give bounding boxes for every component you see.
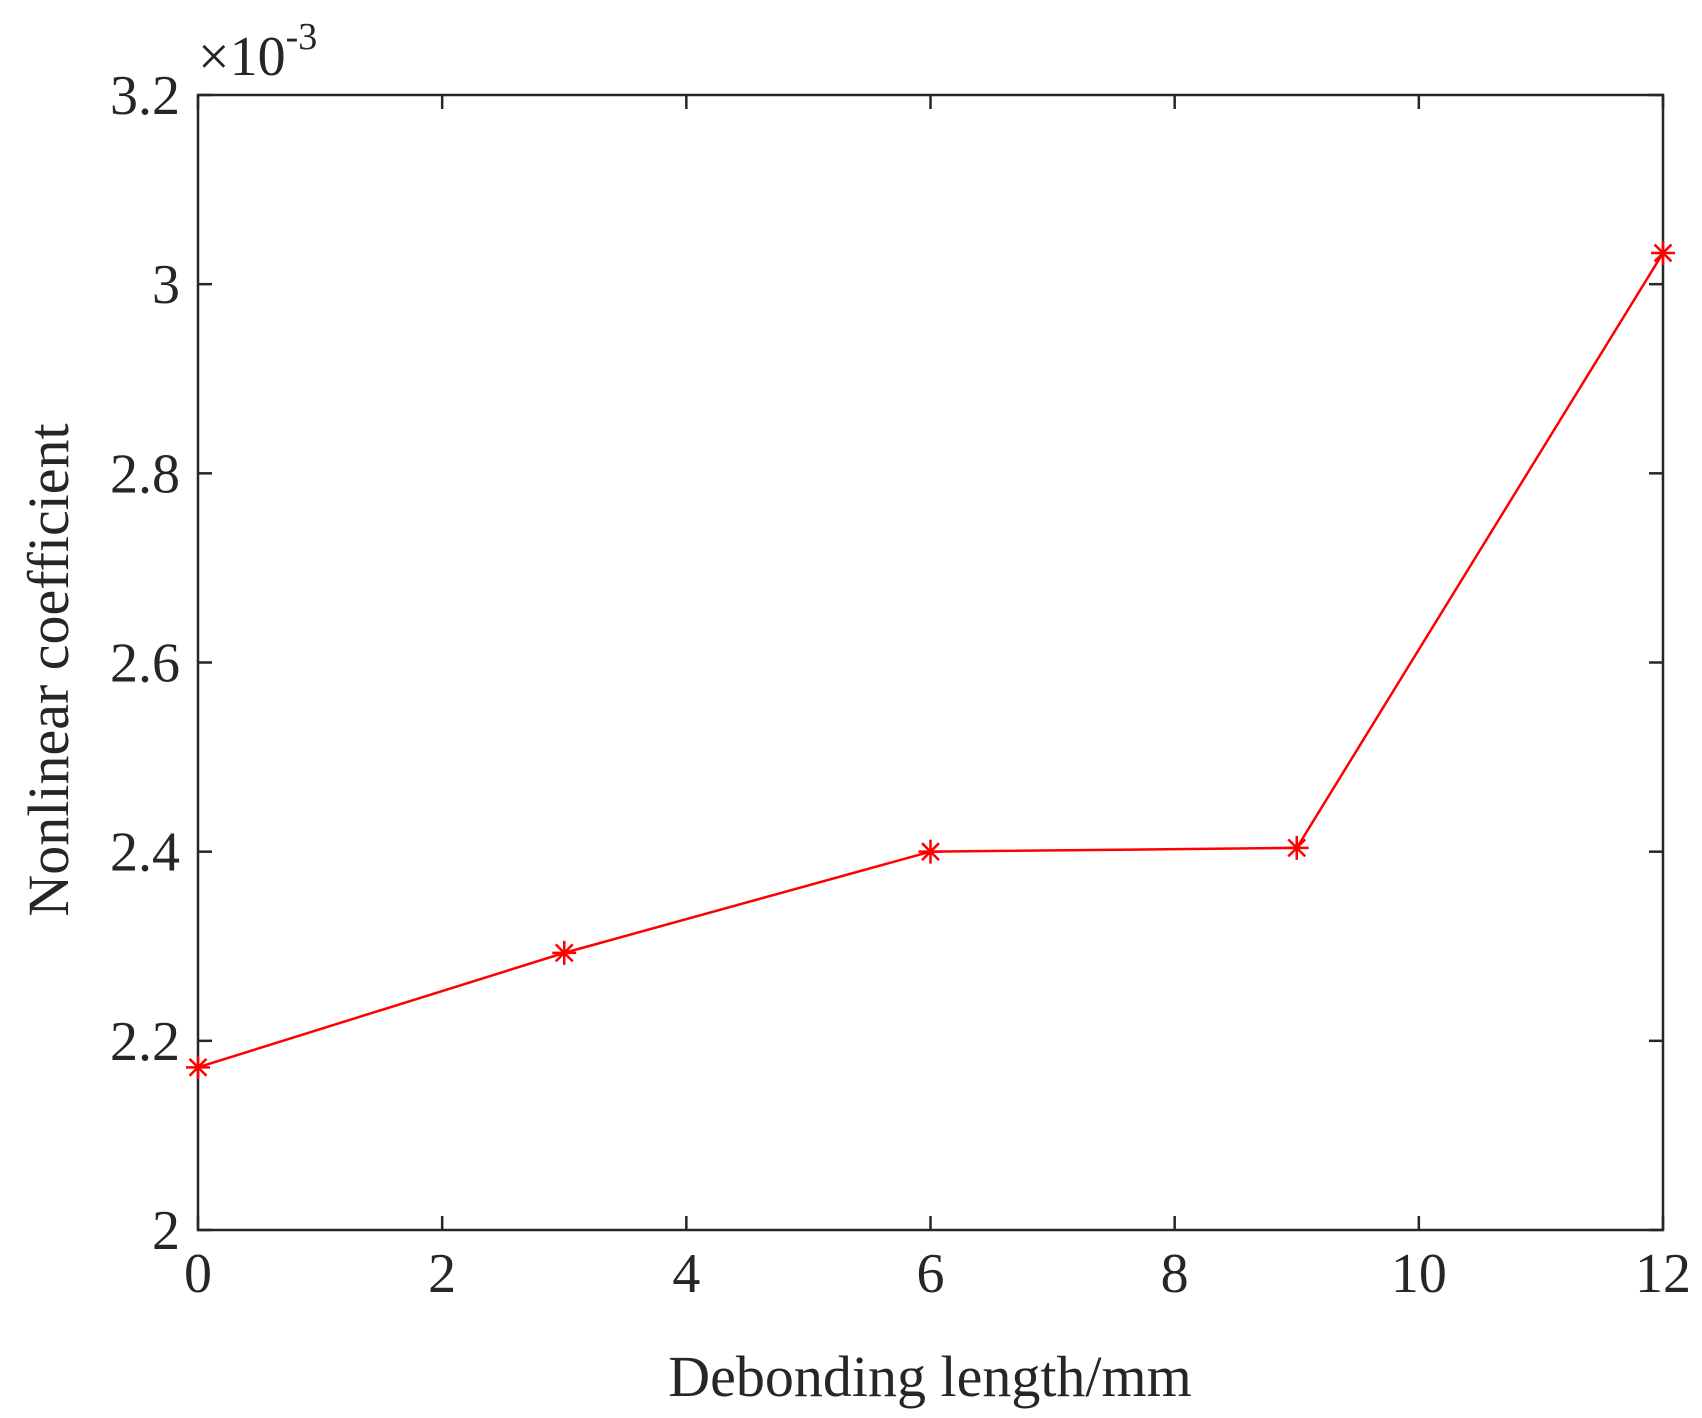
series-line: [197, 252, 1665, 1069]
x-axis-ticks: 0 2 4 6 8 10 12: [184, 95, 1691, 1305]
x-tick-label: 10: [1391, 1243, 1447, 1305]
y-axis-ticks: 2 2.2 2.4 2.6 2.8 3 3.2: [110, 65, 1663, 1262]
data-point: [1284, 835, 1309, 860]
marker-stroke: [1287, 838, 1307, 858]
marker-stroke: [921, 842, 940, 862]
y-axis-title: Nonlinear coefficient: [16, 423, 81, 916]
data-point: [552, 940, 577, 965]
marker-stroke: [554, 943, 574, 963]
x-tick-label: 0: [184, 1243, 212, 1305]
x-tick-label: 4: [672, 1243, 700, 1305]
y-multiplier-exponent: -3: [286, 16, 318, 58]
y-tick-label: 2.4: [110, 822, 180, 884]
x-tick-label: 2: [428, 1243, 456, 1305]
x-tick-label: 8: [1161, 1243, 1189, 1305]
y-multiplier-base: ×10: [198, 26, 286, 88]
plot-frame: [196, 93, 1665, 1232]
data-point: [186, 1055, 210, 1080]
data-point: [918, 839, 943, 864]
y-tick-label: 3: [152, 254, 180, 316]
y-multiplier: ×10-3: [198, 16, 317, 88]
y-tick-label: 3.2: [110, 65, 180, 127]
y-tick-label: 2.6: [110, 633, 180, 695]
x-axis-title: Debonding length/mm: [668, 1344, 1192, 1409]
series-group: [186, 240, 1675, 1080]
y-tick-label: 2.2: [110, 1011, 180, 1073]
data-point: [1651, 240, 1675, 265]
y-tick-label: 2.8: [110, 443, 180, 505]
marker-stroke: [1653, 243, 1673, 263]
x-tick-label: 12: [1635, 1243, 1691, 1305]
marker-stroke: [188, 1057, 208, 1077]
y-tick-label: 2: [152, 1200, 180, 1262]
x-tick-label: 6: [917, 1243, 945, 1305]
plot-box: [196, 93, 1665, 1232]
